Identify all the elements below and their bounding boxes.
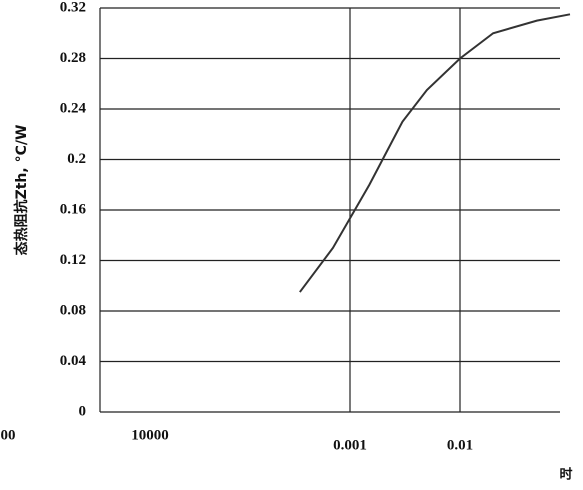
annotation: 00 — [1, 427, 16, 443]
annotation: 10000 — [131, 427, 169, 443]
y-axis-label: 态热阻抗Zth, °C/W — [13, 125, 30, 256]
y-tick-label: 0 — [79, 403, 87, 419]
y-tick-label: 0.24 — [60, 100, 87, 116]
y-tick-label: 0.2 — [67, 151, 86, 167]
y-tick-label: 0.16 — [60, 201, 87, 217]
y-tick-label: 0.12 — [60, 252, 86, 268]
y-tick-label: 0.28 — [60, 50, 86, 66]
y-tick-label: 0.32 — [60, 0, 86, 15]
x-tick-label: 0.001 — [333, 437, 367, 453]
line-series — [299, 13, 571, 293]
y-tick-label: 0.04 — [60, 353, 87, 369]
x-tick-label: 0.01 — [447, 437, 473, 453]
x-axis-label: 时 — [559, 467, 572, 483]
y-tick-label: 0.08 — [60, 302, 86, 318]
